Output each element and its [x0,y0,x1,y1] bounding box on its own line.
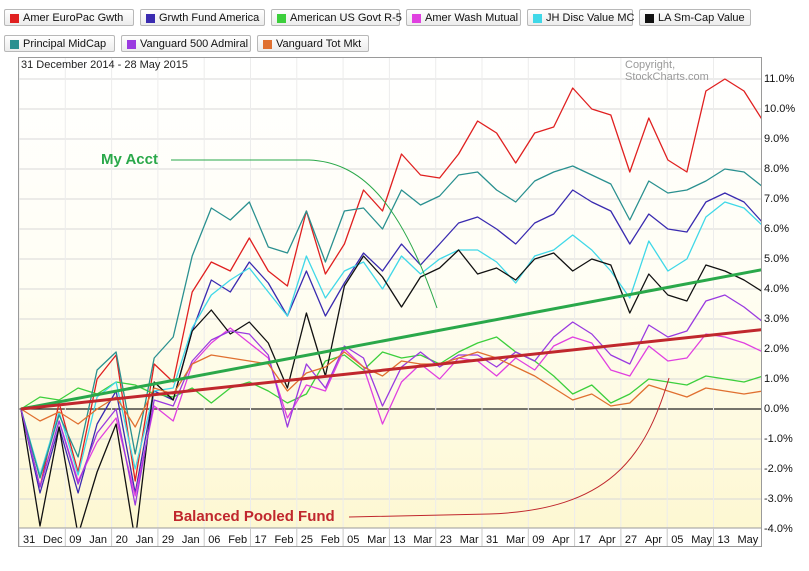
x-tick-label: 20 [116,534,128,546]
x-tick-label: Apr [552,534,569,546]
legend-label: Amer EuroPac Gwth [23,12,124,24]
y-tick-label: 10.0% [764,103,795,115]
legend-item[interactable]: LA Sm-Cap Value [639,9,751,26]
x-tick-label: Mar [506,534,525,546]
chart-svg: My Acct Balanced Pooled Fund 31 Dec 09 Jan 2… [19,58,761,546]
x-tick-label: 06 [208,534,220,546]
legend-swatch [127,40,136,49]
y-tick-label: 11.0% [764,73,795,85]
x-tick-label: May [738,534,759,546]
legend-swatch [10,40,19,49]
legend-item[interactable]: Amer Wash Mutual [406,9,521,26]
series-line-jh-disc-value-mc [20,201,761,476]
x-tick-label: Apr [645,534,662,546]
y-tick-label: -1.0% [764,433,793,445]
date-range: 31 December 2014 - 28 May 2015 [21,59,188,71]
x-tick-label: May [691,534,712,546]
legend-swatch [146,14,155,23]
x-tick-label: 31 [23,534,35,546]
y-tick-label: -2.0% [764,463,793,475]
x-tick-label: 13 [718,534,730,546]
legend-item[interactable]: American US Govt R-5 [271,9,402,26]
x-tick-label: Feb [228,534,247,546]
y-tick-label: -4.0% [764,523,793,535]
y-tick-label: -3.0% [764,493,793,505]
x-tick-label: 27 [625,534,637,546]
legend-item[interactable]: Principal MidCap [4,35,115,52]
x-tick-label: Mar [367,534,386,546]
y-tick-label: 4.0% [764,283,789,295]
series-line-my-acct [20,268,761,411]
x-tick-label: 09 [69,534,81,546]
series-line-principal-midcap [20,165,761,479]
x-axis: 31 Dec 09 Jan 20 Jan 29 Jan 06 Feb 17 Feb 25 Feb 05 Mar… [19,527,761,546]
legend-swatch [277,14,286,23]
legend-label: LA Sm-Cap Value [658,12,745,24]
x-tick-label: Feb [275,534,294,546]
legend-swatch [10,14,19,23]
y-tick-label: 1.0% [764,373,789,385]
chart-area: My Acct Balanced Pooled Fund 31 Dec 09 Jan 2… [18,57,762,547]
copyright-notice: Copyright, StockCharts.com [625,59,709,83]
series-line-american-us-govt-r-5 [20,336,761,410]
legend-item[interactable]: JH Disc Value MC [527,9,635,26]
x-tick-label: 31 [486,534,498,546]
legend-label: Amer Wash Mutual [425,12,519,24]
y-tick-label: 2.0% [764,343,789,355]
legend-item[interactable]: Grwth Fund America [140,9,265,26]
x-tick-label: 09 [532,534,544,546]
y-tick-label: 3.0% [764,313,789,325]
series-lines [20,78,761,542]
legend-label: American US Govt R-5 [290,12,402,24]
x-tick-label: 29 [162,534,174,546]
legend-label: JH Disc Value MC [546,12,635,24]
legend-item[interactable]: Vanguard Tot Mkt [257,35,369,52]
series-line-balanced-pooled-fund [20,328,761,411]
legend-label: Vanguard 500 Admiral [140,38,249,50]
y-tick-label: 7.0% [764,193,789,205]
x-tick-label: 23 [440,534,452,546]
x-tick-label: Feb [321,534,340,546]
x-tick-label: 13 [393,534,405,546]
balanced-pooled-fund-annotation: Balanced Pooled Fund [173,508,335,525]
plot-background [19,58,761,546]
y-axis: 11.0% 10.0% 9.0% 8.0% 7.0% 6.0% 5.0% 4.0% 3.0% 2.… [764,73,795,535]
annotations: My Acct Balanced Pooled Fund [101,151,670,525]
x-tick-label: 05 [671,534,683,546]
x-tick-label: 17 [255,534,267,546]
x-tick-label: Dec [43,534,63,546]
x-tick-label: 05 [347,534,359,546]
x-tick-label: 17 [579,534,591,546]
x-tick-label: Jan [182,534,200,546]
x-tick-label: Apr [599,534,616,546]
y-tick-label: 5.0% [764,253,789,265]
legend-swatch [263,40,272,49]
legend-swatch [533,14,542,23]
x-tick-label: Mar [460,534,479,546]
x-tick-label: Jan [89,534,107,546]
x-tick-label: 25 [301,534,313,546]
y-tick-label: 0.0% [764,403,789,415]
legend-item[interactable]: Amer EuroPac Gwth [4,9,134,26]
my-acct-annotation: My Acct [101,151,158,168]
legend-label: Vanguard Tot Mkt [276,38,362,50]
y-tick-label: 8.0% [764,163,789,175]
legend-item[interactable]: Vanguard 500 Admiral [121,35,251,52]
series-line-amer-europac-gwth [20,78,761,488]
legend-swatch [412,14,421,23]
series-line-grwth-fund-america [20,189,761,494]
y-tick-label: 9.0% [764,133,789,145]
legend-label: Grwth Fund America [159,12,260,24]
x-tick-label: Jan [136,534,154,546]
legend-swatch [645,14,654,23]
x-tick-label: Mar [413,534,432,546]
y-tick-label: 6.0% [764,223,789,235]
legend-label: Principal MidCap [23,38,107,50]
series-line-vanguard-500-admiral [20,294,761,506]
